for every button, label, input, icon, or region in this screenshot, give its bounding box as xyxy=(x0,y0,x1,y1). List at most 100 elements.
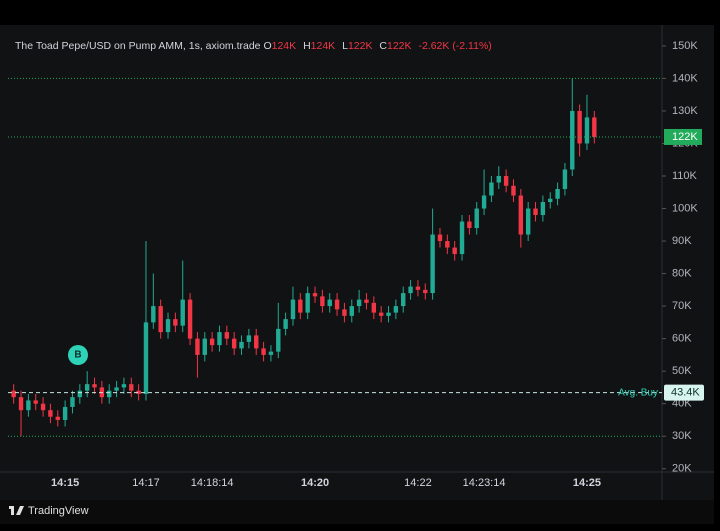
x-tick-label: 14:15 xyxy=(51,477,79,489)
candle-body xyxy=(481,195,487,209)
x-tick-label: 14:22 xyxy=(404,477,432,489)
candle-body xyxy=(327,299,332,307)
x-tick-label: 14:23:14 xyxy=(463,477,506,489)
candle-body xyxy=(386,312,391,316)
candle-body xyxy=(187,299,193,339)
brand: TradingView xyxy=(28,505,89,517)
candle-body xyxy=(577,110,582,144)
ohlc-label: C xyxy=(379,40,387,52)
candle-body xyxy=(151,306,156,323)
candle-body xyxy=(378,312,384,316)
candle-body xyxy=(525,208,531,235)
ohlc-label: H xyxy=(303,40,311,52)
avg-buy-name: Avg. Buy xyxy=(618,387,658,398)
candle-body xyxy=(84,384,90,391)
candle-body xyxy=(180,299,185,326)
candle-body xyxy=(452,247,457,255)
candle-body xyxy=(224,332,230,339)
candle-body xyxy=(77,390,83,398)
candle-body xyxy=(276,328,281,352)
y-tick-label: 150K xyxy=(672,40,698,52)
candle-body xyxy=(496,176,501,183)
candle-body xyxy=(143,322,149,394)
y-tick-label: 30K xyxy=(672,430,692,442)
price-change: -2.62K (-2.11%) xyxy=(418,40,492,52)
candle-body xyxy=(584,117,590,144)
last-price-label: 122K xyxy=(672,131,698,143)
candle-body xyxy=(173,319,178,326)
x-tick-label: 14:25 xyxy=(573,477,601,489)
candle-body xyxy=(393,306,399,313)
candle-body xyxy=(349,306,354,316)
candle-body xyxy=(540,202,546,216)
candle-body xyxy=(92,384,97,388)
candle-body xyxy=(290,299,296,320)
y-tick-label: 130K xyxy=(672,105,698,117)
candle-body xyxy=(459,221,465,255)
ohlc-value: 122K xyxy=(347,40,373,52)
candle-body xyxy=(136,390,141,394)
x-tick-label: 14:20 xyxy=(301,477,329,489)
ohlc-label: O xyxy=(263,40,272,52)
candle-body xyxy=(246,335,252,342)
candle-body xyxy=(195,338,200,355)
candle-body xyxy=(342,309,347,316)
candle-body xyxy=(489,182,494,196)
candle-body xyxy=(592,117,597,137)
y-tick-label: 20K xyxy=(672,463,692,475)
candle-body xyxy=(467,221,472,229)
buy-marker xyxy=(68,345,88,365)
candle-body xyxy=(209,338,215,346)
candle-body xyxy=(371,302,377,313)
legend-header: The Toad Pepe/USD on Pump AMM, 1s, axiom… xyxy=(15,40,496,52)
candle-body xyxy=(570,110,575,170)
x-tick-label: 14:17 xyxy=(132,477,160,489)
candle-body xyxy=(437,234,443,242)
candle-body xyxy=(129,384,134,391)
candle-body xyxy=(158,306,163,333)
symbol-title: The Toad Pepe/USD on Pump AMM, 1s, axiom… xyxy=(15,40,261,52)
candle-body xyxy=(26,400,31,411)
candle-body xyxy=(474,208,479,229)
candle-body xyxy=(320,296,325,307)
candle-body xyxy=(268,351,274,355)
candle-body xyxy=(562,169,568,190)
candle-body xyxy=(18,397,24,411)
avg-buy-tag xyxy=(664,384,704,401)
candle-body xyxy=(430,234,435,294)
candle-body xyxy=(261,348,266,355)
candle-body xyxy=(356,299,362,307)
y-tick-label: 60K xyxy=(672,333,692,345)
buy-marker-label: B xyxy=(74,350,81,361)
ohlc-value: 124K xyxy=(271,40,297,52)
last-price-tag xyxy=(664,128,702,145)
y-tick-label: 140K xyxy=(672,72,698,84)
candle-body xyxy=(121,384,127,388)
candle-body xyxy=(518,195,524,235)
candle-body xyxy=(202,338,207,355)
candle-body xyxy=(364,299,369,303)
candle-body xyxy=(48,410,53,417)
ohlc-value: 122K xyxy=(387,40,412,52)
candle-body xyxy=(239,341,244,349)
avg-buy-label: 43.4K xyxy=(671,387,700,399)
y-tick-label: 50K xyxy=(672,365,692,377)
y-tick-label: 90K xyxy=(672,235,692,247)
candle-body xyxy=(401,293,406,307)
footer xyxy=(0,500,714,524)
chart-panel xyxy=(0,25,714,500)
ohlc-label: L xyxy=(342,40,348,52)
candle-body xyxy=(312,293,318,297)
overlay: 122K Avg. Buy 43.4K xyxy=(8,77,704,437)
candle-body xyxy=(408,286,413,294)
candle-body xyxy=(423,289,428,294)
candle-body xyxy=(62,406,68,420)
candle-body xyxy=(114,387,119,391)
y-tick-label: 80K xyxy=(672,267,692,279)
candle-body xyxy=(55,416,60,420)
brand-logo xyxy=(9,506,24,515)
candle-body xyxy=(165,319,171,333)
grid: 150K140K130K120K110K100K90K80K70K60K50K4… xyxy=(0,25,714,500)
candle-body xyxy=(445,241,450,248)
